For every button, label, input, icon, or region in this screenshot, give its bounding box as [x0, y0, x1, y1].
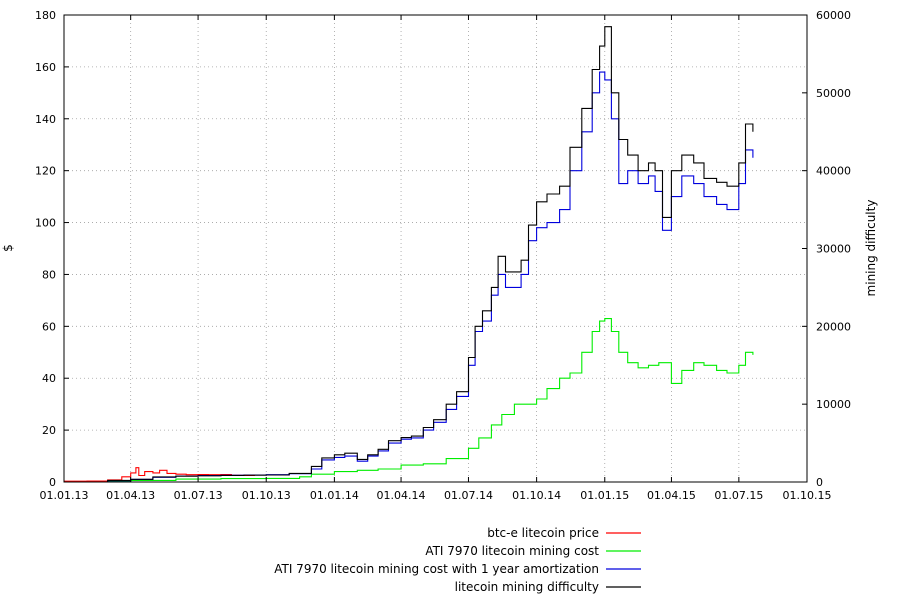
legend-label-4: litecoin mining difficulty [455, 580, 599, 594]
series-line-2 [64, 318, 754, 483]
y2-tick-label: 10000 [816, 398, 851, 411]
y-tick-label: 140 [35, 113, 56, 126]
y-tick-label: 20 [42, 424, 56, 437]
x-tick-label: 01.10.15 [783, 489, 832, 502]
legend-label-1: btc-e litecoin price [487, 526, 599, 540]
y-tick-label: 100 [35, 217, 56, 230]
y2-tick-label: 0 [816, 476, 823, 489]
y2-tick-label: 40000 [816, 165, 851, 178]
grid-layer [64, 15, 807, 482]
x-tick-label: 01.01.15 [580, 489, 629, 502]
x-tick-label: 01.04.15 [647, 489, 696, 502]
series-line-4 [64, 26, 754, 483]
y2-tick-label: 20000 [816, 320, 851, 333]
y-tick-label: 80 [42, 268, 56, 281]
x-tick-label: 01.04.14 [377, 489, 426, 502]
y-tick-label: 180 [35, 9, 56, 22]
y2-tick-label: 30000 [816, 243, 851, 256]
x-tick-label: 01.10.13 [242, 489, 291, 502]
y2-tick-label: 60000 [816, 9, 851, 22]
y2-axis-title: mining difficulty [864, 200, 878, 297]
legend-label-2: ATI 7970 litecoin mining cost [425, 544, 599, 558]
legend: btc-e litecoin price ATI 7970 litecoin mi… [274, 526, 641, 594]
series-line-3 [64, 71, 754, 483]
x-tick-label: 01.10.14 [512, 489, 561, 502]
y-tick-label: 120 [35, 165, 56, 178]
y-axis-title: $ [1, 244, 15, 252]
y2-tick-label: 50000 [816, 87, 851, 100]
x-tick-label: 01.07.13 [174, 489, 223, 502]
x-tick-label: 01.01.14 [310, 489, 359, 502]
series-line-1 [64, 467, 267, 482]
x-tick-label: 01.04.13 [106, 489, 155, 502]
y-tick-label: 0 [49, 476, 56, 489]
y-tick-label: 40 [42, 372, 56, 385]
series-layer [64, 26, 754, 483]
y-tick-label: 160 [35, 61, 56, 74]
x-tick-label: 01.01.13 [40, 489, 89, 502]
x-tick-label: 01.07.15 [714, 489, 763, 502]
y-tick-label: 60 [42, 320, 56, 333]
x-tick-label: 01.07.14 [444, 489, 493, 502]
axis-layer: 01.01.13 01.04.13 01.07.13 01.10.13 01.01.14… [35, 9, 851, 502]
legend-label-3: ATI 7970 litecoin mining cost with 1 yea… [274, 562, 599, 576]
plot-frame [63, 14, 808, 483]
